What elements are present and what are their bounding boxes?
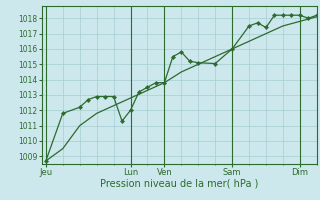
- X-axis label: Pression niveau de la mer( hPa ): Pression niveau de la mer( hPa ): [100, 179, 258, 189]
